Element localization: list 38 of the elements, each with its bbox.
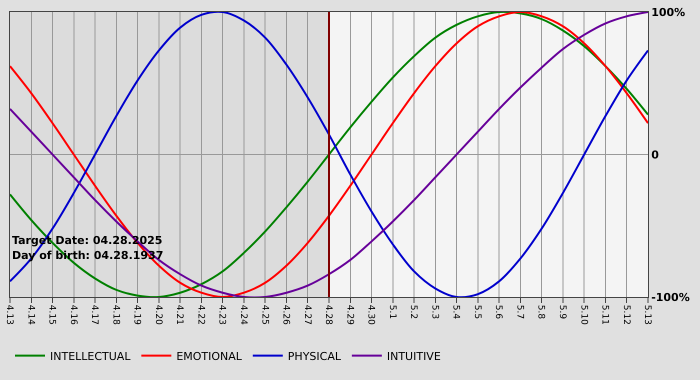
x-tick-label: 4.14	[25, 304, 36, 326]
x-tick-label: 4.26	[280, 304, 291, 326]
x-tick-label: 5.10	[578, 304, 588, 326]
x-tick-label: 5.5	[472, 304, 482, 320]
x-tick-label: 4.25	[259, 304, 270, 325]
x-tick-label: 4.22	[195, 304, 206, 325]
x-tick-label: 4.17	[89, 304, 100, 325]
x-tick-label: 4.23	[216, 304, 227, 325]
x-tick-label: 4.19	[132, 304, 142, 326]
x-tick-label: 5.6	[493, 304, 504, 320]
y-tick-label: 100%	[651, 6, 686, 19]
x-tick-label: 5.2	[408, 304, 418, 320]
x-tick-label: 5.11	[600, 304, 610, 325]
x-tick-label: 4.24	[238, 304, 248, 326]
x-tick-label: 5.7	[514, 304, 524, 320]
y-tick-label: 0	[651, 148, 660, 162]
x-tick-label: 4.27	[302, 304, 312, 325]
x-tick-label: 4.21	[174, 304, 184, 325]
x-tick-label: 4.13	[4, 304, 14, 325]
x-tick-label: 5.12	[620, 304, 631, 325]
legend-label: INTELLECTUAL	[50, 350, 132, 363]
legend-label: EMOTIONAL	[176, 350, 243, 363]
x-tick-label: 4.18	[110, 304, 120, 326]
x-tick-label: 5.8	[536, 304, 546, 320]
legend-label: PHYSICAL	[288, 350, 342, 363]
x-tick-label: 4.20	[152, 304, 163, 326]
x-tick-label: 5.4	[450, 304, 461, 320]
x-tick-label: 4.30	[366, 304, 376, 326]
legend-label: INTUITIVE	[386, 350, 441, 363]
x-tick-label: 5.13	[642, 304, 652, 325]
x-tick-label: 4.16	[68, 304, 78, 326]
y-tick-label: -100%	[651, 290, 690, 304]
x-tick-label: 5.9	[557, 304, 568, 320]
x-tick-label: 5.3	[429, 304, 440, 320]
x-tick-label: 4.28	[323, 304, 334, 326]
x-tick-label: 4.15	[46, 304, 57, 325]
x-tick-label: 4.29	[344, 304, 354, 326]
x-tick-label: 5.1	[386, 304, 397, 320]
